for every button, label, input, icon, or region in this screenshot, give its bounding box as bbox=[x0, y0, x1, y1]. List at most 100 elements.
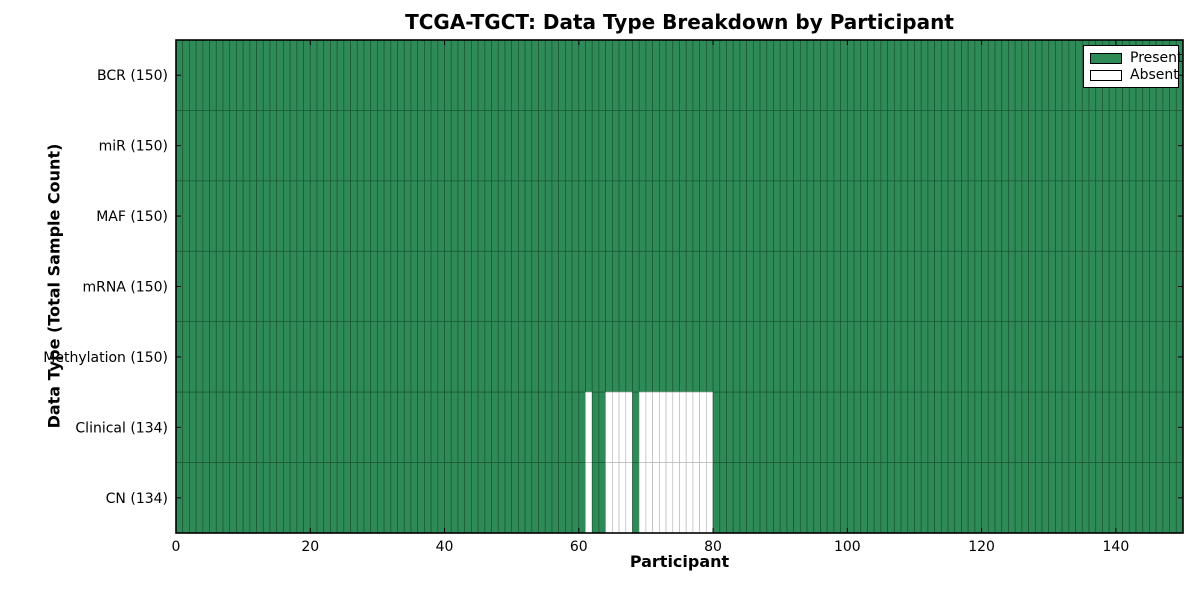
heatmap-cell bbox=[283, 180, 291, 252]
heatmap-cell bbox=[1162, 250, 1170, 323]
heatmap-cell bbox=[1169, 391, 1177, 463]
heatmap-cell bbox=[719, 180, 727, 252]
heatmap-cell bbox=[370, 39, 378, 111]
heatmap-cell bbox=[927, 462, 935, 534]
heatmap-cell bbox=[1122, 180, 1130, 252]
heatmap-cell bbox=[994, 391, 1003, 463]
heatmap-cell bbox=[1008, 462, 1016, 534]
heatmap-cell bbox=[1169, 110, 1177, 182]
heatmap-cell bbox=[343, 462, 351, 534]
heatmap-cell bbox=[652, 391, 660, 463]
heatmap-cell bbox=[1128, 462, 1137, 534]
heatmap-cell bbox=[705, 321, 714, 393]
heatmap-cell bbox=[987, 39, 996, 111]
heatmap-cell bbox=[585, 250, 593, 323]
heatmap-cell bbox=[625, 110, 633, 182]
heatmap-cell bbox=[914, 321, 922, 393]
heatmap-cell bbox=[477, 391, 486, 463]
heatmap-cell bbox=[497, 250, 506, 323]
heatmap-cell bbox=[773, 110, 781, 182]
heatmap-cell bbox=[309, 39, 318, 111]
heatmap-cell bbox=[591, 39, 600, 111]
heatmap-cell bbox=[424, 180, 432, 252]
heatmap-cell bbox=[1041, 180, 1050, 252]
heatmap-cell bbox=[813, 462, 821, 534]
heatmap-cell bbox=[336, 391, 345, 463]
heatmap-cell bbox=[558, 180, 566, 252]
heatmap-cell bbox=[222, 110, 231, 182]
heatmap-cell bbox=[390, 321, 398, 393]
heatmap-cell bbox=[343, 110, 351, 182]
heatmap-cell bbox=[1115, 321, 1123, 393]
heatmap-cell bbox=[981, 250, 989, 323]
heatmap-cell bbox=[578, 250, 586, 323]
heatmap-cell bbox=[672, 110, 680, 182]
heatmap-cell bbox=[437, 462, 445, 534]
heatmap-cell bbox=[477, 462, 486, 534]
legend: Present Absent bbox=[1083, 45, 1183, 88]
heatmap-cell bbox=[1081, 250, 1090, 323]
heatmap-cell bbox=[598, 180, 607, 252]
heatmap-cell bbox=[779, 391, 788, 463]
heatmap-cell bbox=[484, 321, 492, 393]
heatmap-cell bbox=[981, 39, 989, 111]
heatmap-cell bbox=[752, 462, 761, 534]
heatmap-cell bbox=[491, 391, 499, 463]
heatmap-cell bbox=[1088, 321, 1097, 393]
heatmap-cell bbox=[726, 462, 734, 534]
heatmap-cell bbox=[726, 321, 734, 393]
heatmap-cell bbox=[598, 250, 607, 323]
heatmap-cell bbox=[934, 110, 942, 182]
heatmap-cell bbox=[195, 110, 204, 182]
heatmap-cell bbox=[967, 39, 976, 111]
heatmap-cell bbox=[316, 321, 325, 393]
heatmap-cell bbox=[538, 250, 546, 323]
heatmap-cell bbox=[229, 250, 237, 323]
heatmap-cell bbox=[1041, 321, 1050, 393]
heatmap-cell bbox=[833, 391, 841, 463]
heatmap-cell bbox=[766, 321, 774, 393]
heatmap-cell bbox=[846, 391, 855, 463]
heatmap-cell bbox=[249, 180, 257, 252]
heatmap-cell bbox=[806, 462, 815, 534]
heatmap-cell bbox=[632, 391, 640, 463]
heatmap-cells bbox=[175, 39, 1184, 534]
heatmap-cell bbox=[571, 321, 580, 393]
heatmap-cell bbox=[840, 321, 848, 393]
heatmap-cell bbox=[410, 110, 419, 182]
heatmap-cell bbox=[759, 110, 768, 182]
heatmap-cell bbox=[356, 321, 365, 393]
heatmap-cell bbox=[712, 462, 721, 534]
heatmap-cell bbox=[605, 39, 613, 111]
heatmap-cell bbox=[316, 391, 325, 463]
heatmap-cell bbox=[880, 110, 888, 182]
heatmap-cell bbox=[269, 391, 278, 463]
heatmap-cell bbox=[638, 110, 647, 182]
heatmap-cell bbox=[914, 391, 922, 463]
heatmap-cell bbox=[484, 39, 492, 111]
heatmap-cell bbox=[464, 39, 472, 111]
heatmap-cell bbox=[1028, 391, 1036, 463]
heatmap-cell bbox=[840, 250, 848, 323]
heatmap-cell bbox=[739, 250, 747, 323]
heatmap-cell bbox=[189, 250, 197, 323]
heatmap-cell bbox=[356, 462, 365, 534]
heatmap-cell bbox=[410, 39, 419, 111]
heatmap-cell bbox=[1128, 250, 1137, 323]
heatmap-cell bbox=[544, 391, 553, 463]
heatmap-cell bbox=[820, 250, 828, 323]
heatmap-cell bbox=[383, 180, 392, 252]
heatmap-cell bbox=[1135, 462, 1144, 534]
heatmap-cell bbox=[316, 250, 325, 323]
heatmap-cell bbox=[1115, 391, 1123, 463]
heatmap-cell bbox=[779, 321, 788, 393]
heatmap-cell bbox=[303, 110, 311, 182]
heatmap-cell bbox=[887, 391, 895, 463]
heatmap-cell bbox=[1135, 321, 1144, 393]
heatmap-cell bbox=[430, 180, 439, 252]
heatmap-cell bbox=[1075, 250, 1083, 323]
heatmap-cell bbox=[692, 321, 700, 393]
heatmap-cell bbox=[591, 250, 600, 323]
heatmap-cell bbox=[256, 250, 264, 323]
heatmap-cell bbox=[900, 462, 909, 534]
